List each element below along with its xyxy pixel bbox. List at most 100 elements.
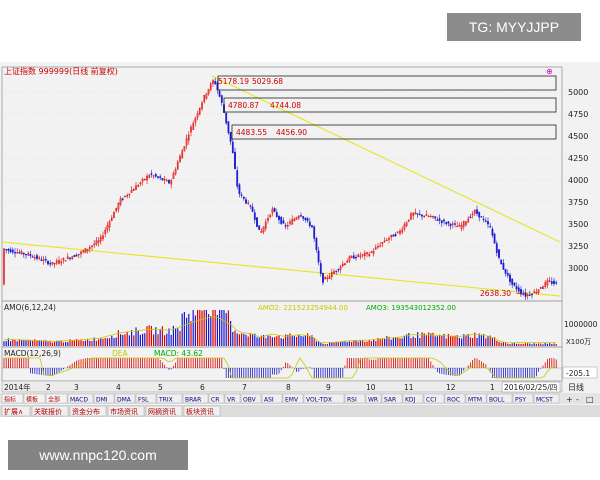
- amo-bar: [172, 325, 174, 346]
- amo-bar: [340, 341, 342, 346]
- amo-bar: [285, 334, 287, 346]
- indicator-tab[interactable]: [23, 393, 46, 404]
- amo-bar: [23, 340, 25, 346]
- indicator-tab-label: MACD: [70, 397, 88, 404]
- candle-body: [454, 223, 456, 225]
- bottom-tab[interactable]: [69, 405, 107, 417]
- indicator-tab[interactable]: [240, 393, 262, 404]
- indicator-tab[interactable]: [381, 393, 403, 404]
- indicator-tab[interactable]: [444, 393, 466, 404]
- bottom-tab[interactable]: [1, 405, 31, 417]
- candle-body: [25, 254, 27, 256]
- x-label: 9: [326, 383, 331, 392]
- indicator-tab[interactable]: [182, 393, 209, 404]
- candle-body: [526, 294, 529, 297]
- amo-bar: [421, 332, 423, 346]
- candle-body: [346, 260, 349, 263]
- amo-bar: [210, 316, 212, 346]
- amo-bar: [60, 340, 62, 346]
- indicator-tab[interactable]: [208, 393, 225, 404]
- indicator-tab[interactable]: [465, 393, 487, 404]
- candle-body: [249, 205, 252, 207]
- candle-body: [355, 257, 357, 259]
- candle-body: [44, 258, 47, 261]
- indicator-tab[interactable]: [533, 393, 560, 404]
- candle-body: [515, 286, 518, 290]
- amo-bar: [507, 343, 509, 346]
- amo-bar: [216, 314, 218, 346]
- amo-bar: [188, 313, 190, 346]
- candle-body: [31, 256, 34, 258]
- amo-bar: [51, 342, 53, 346]
- candle-body: [275, 212, 278, 217]
- candle-body: [93, 243, 96, 246]
- bottom-tab[interactable]: [145, 405, 183, 417]
- indicator-tab[interactable]: [114, 393, 136, 404]
- date-box: [501, 381, 561, 393]
- stock-chart-window[interactable]: 上证指数 999999(日线 前复权) ⊕ 5178.19 5029.68 47…: [0, 62, 600, 417]
- amo-bar: [401, 338, 403, 346]
- candle-body: [152, 175, 155, 177]
- candle-body: [473, 209, 476, 214]
- candle-body: [119, 198, 122, 205]
- amo-bar: [146, 326, 148, 346]
- candle-body: [377, 246, 379, 248]
- indicator-tab[interactable]: [45, 393, 68, 404]
- candle-body: [319, 263, 322, 274]
- amo-bar: [483, 334, 485, 346]
- period-label[interactable]: 日线: [568, 382, 584, 392]
- price-chart[interactable]: 上证指数 999999(日线 前复权) ⊕ 5178.19 5029.68 47…: [0, 62, 600, 417]
- indicator-tab[interactable]: [93, 393, 115, 404]
- indicator-tab[interactable]: [1, 393, 24, 404]
- candle-body: [273, 208, 276, 212]
- candle-body: [480, 216, 483, 218]
- candle-body: [302, 216, 305, 219]
- candle-body: [240, 194, 243, 196]
- zoom-out-button[interactable]: -: [576, 395, 579, 404]
- candle-body: [339, 266, 342, 270]
- indicator-tab[interactable]: [512, 393, 534, 404]
- indicator-tab-label: KDJ: [405, 397, 416, 404]
- bottom-tab[interactable]: [183, 405, 221, 417]
- candle-body: [335, 270, 338, 272]
- indicator-tab[interactable]: [365, 393, 382, 404]
- bottom-tab[interactable]: [107, 405, 145, 417]
- x-label: 11: [404, 383, 414, 392]
- amo-bar: [98, 339, 100, 346]
- candle-body: [269, 214, 272, 218]
- amo-bar: [181, 313, 183, 346]
- corner-icon[interactable]: ⊕: [546, 67, 553, 76]
- indicator-tab[interactable]: [261, 393, 283, 404]
- amo-bar: [157, 334, 159, 346]
- candle-body: [436, 219, 439, 221]
- indicator-tab[interactable]: [344, 393, 366, 404]
- candle-body: [533, 291, 536, 294]
- candle-body: [159, 176, 162, 179]
- amo-bar: [546, 343, 548, 346]
- indicator-tab[interactable]: [423, 393, 445, 404]
- indicator-tab[interactable]: [282, 393, 304, 404]
- indicator-tab[interactable]: [303, 393, 345, 404]
- indicator-tab[interactable]: [402, 393, 424, 404]
- candle-body: [73, 255, 76, 257]
- candle-body: [297, 215, 300, 219]
- zoom-in-button[interactable]: +: [566, 395, 573, 404]
- candle-body: [421, 214, 423, 217]
- x-label: 2: [46, 383, 51, 392]
- indicator-tab[interactable]: [67, 393, 94, 404]
- candle-body: [396, 231, 399, 233]
- amo-bar: [62, 342, 64, 346]
- x-label: 6: [200, 383, 205, 392]
- amo-bar: [122, 334, 124, 346]
- candle-body: [245, 199, 247, 204]
- indicator-tab[interactable]: [224, 393, 241, 404]
- indicator-tab[interactable]: [486, 393, 513, 404]
- amo-bar: [260, 335, 262, 346]
- indicator-tab[interactable]: [135, 393, 157, 404]
- candle-body: [548, 280, 551, 282]
- candle-body: [539, 287, 542, 289]
- bottom-tab[interactable]: [31, 405, 69, 417]
- reset-button[interactable]: □: [586, 395, 594, 404]
- indicator-tab[interactable]: [156, 393, 183, 404]
- candle-body: [289, 221, 291, 224]
